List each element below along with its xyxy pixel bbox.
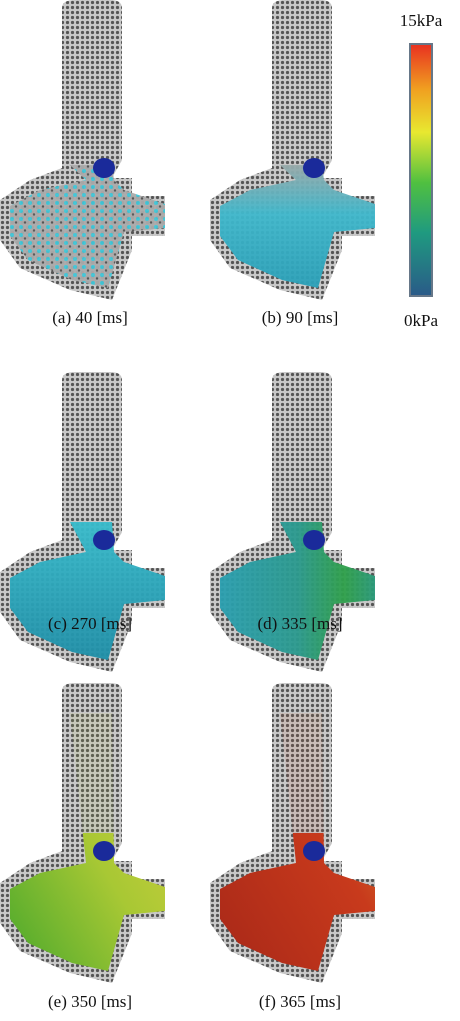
valve-particles	[93, 530, 115, 550]
colorbar-max-label: 15kPa	[400, 11, 443, 30]
panel-image	[210, 0, 375, 300]
panel-caption: (a) 40 [ms]	[52, 308, 128, 327]
panel-caption: (c) 270 [ms]	[48, 614, 132, 633]
valve-particles	[303, 530, 325, 550]
valve-particles	[303, 158, 325, 178]
panel-caption: (d) 335 [ms]	[258, 614, 343, 633]
panel-caption: (f) 365 [ms]	[259, 992, 341, 1011]
figure: 15kPa 0kPa (a) 40 [ms] (b) 90 [ms] (c) 270…	[0, 0, 460, 1021]
tower-particles	[66, 691, 118, 833]
colorbar	[410, 44, 432, 296]
valve-particles	[93, 158, 115, 178]
panel-caption: (e) 350 [ms]	[48, 992, 132, 1011]
page: {"colorbar": {"max_label": "15kPa", "min…	[0, 0, 460, 1021]
panel-image	[0, 683, 165, 983]
valve-particles	[93, 841, 115, 861]
valve-particles	[303, 841, 325, 861]
panel-image	[0, 0, 165, 300]
panel-image	[210, 683, 375, 983]
tower-particles	[276, 691, 328, 833]
panel-caption: (b) 90 [ms]	[262, 308, 338, 327]
colorbar-min-label: 0kPa	[404, 311, 438, 330]
